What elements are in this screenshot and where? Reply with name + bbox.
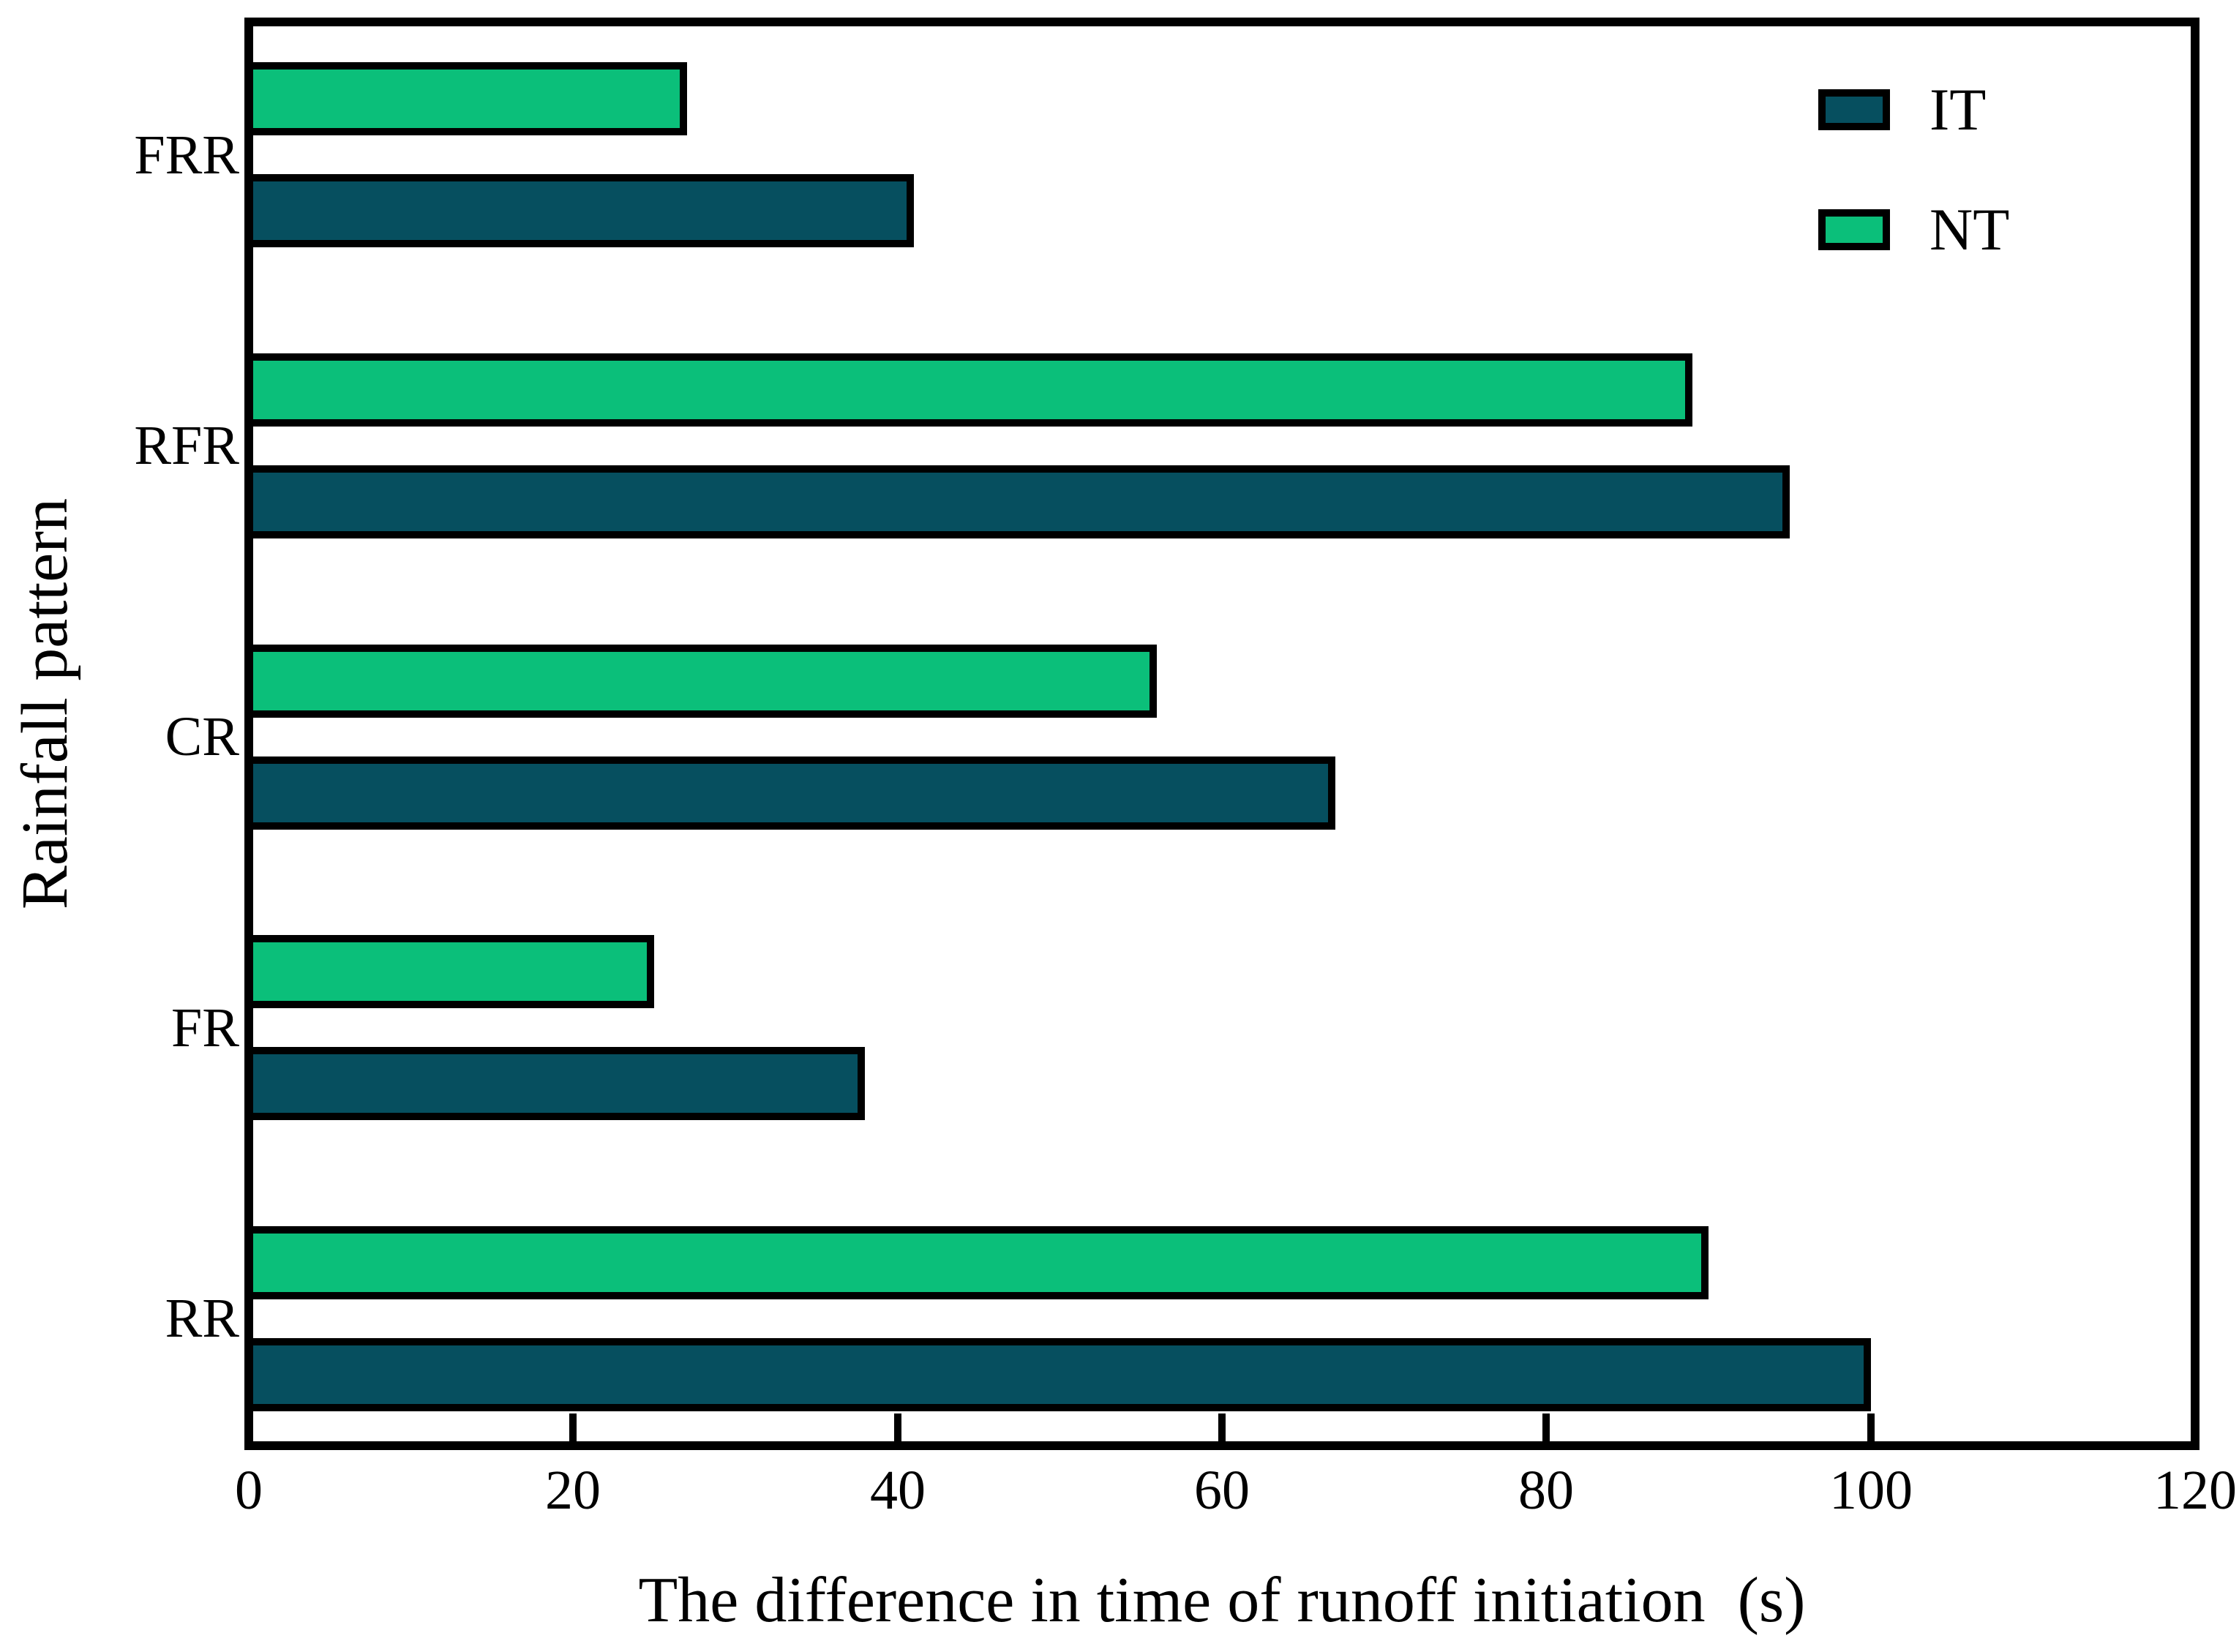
bar-frr-nt	[253, 62, 687, 135]
x-tick-label-60: 60	[1194, 1460, 1250, 1521]
x-tick-label-80: 80	[1518, 1460, 1574, 1521]
bar-rr-it	[253, 1337, 1871, 1411]
bar-cr-it	[253, 756, 1335, 830]
y-category-label-rr: RR	[165, 1288, 239, 1349]
plot-inner: IT NT	[253, 26, 2191, 1441]
legend-swatch-nt	[1818, 209, 1890, 250]
x-tick-80	[1542, 1413, 1550, 1441]
bar-fr-it	[253, 1047, 865, 1120]
bar-rfr-nt	[253, 353, 1692, 427]
bar-fr-nt	[253, 935, 654, 1008]
x-tick-label-120: 120	[2153, 1460, 2237, 1521]
x-tick-label-0: 0	[235, 1460, 263, 1521]
y-category-label-rfr: RFR	[134, 415, 239, 476]
bar-frr-it	[253, 174, 914, 247]
legend: IT NT	[1818, 26, 2199, 268]
legend-label-nt: NT	[1929, 196, 2010, 263]
bar-rfr-it	[253, 465, 1790, 538]
x-tick-label-40: 40	[870, 1460, 926, 1521]
x-tick-60	[1218, 1413, 1226, 1441]
x-tick-100	[1867, 1413, 1875, 1441]
plot-area: IT NT	[244, 18, 2199, 1450]
x-tick-label-20: 20	[545, 1460, 601, 1521]
x-tick-label-100: 100	[1829, 1460, 1913, 1521]
bar-cr-nt	[253, 644, 1157, 718]
bar-rr-nt	[253, 1225, 1709, 1299]
legend-item-it: IT	[1818, 77, 1986, 143]
y-category-label-frr: FRR	[134, 124, 239, 186]
y-category-label-cr: CR	[165, 706, 239, 767]
legend-swatch-it	[1818, 89, 1890, 130]
x-tick-20	[569, 1413, 577, 1441]
legend-label-it: IT	[1929, 76, 1987, 143]
legend-item-nt: NT	[1818, 197, 2009, 263]
x-axis-title: The difference in time of runoff initiat…	[638, 1565, 1806, 1636]
x-tick-40	[894, 1413, 901, 1441]
y-category-label-fr: FR	[171, 997, 239, 1059]
